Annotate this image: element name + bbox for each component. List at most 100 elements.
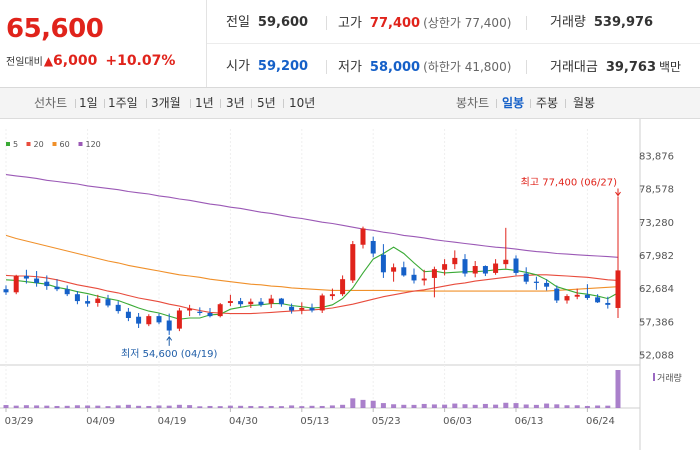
candle-body (493, 263, 499, 273)
volume-bar (309, 405, 315, 408)
grid (0, 119, 641, 450)
divider (496, 99, 497, 108)
candle-body (146, 316, 152, 325)
candle-body (574, 294, 580, 297)
upper-limit: (상한가 77,400) (423, 16, 512, 30)
candle-body (227, 301, 233, 303)
amount-unit: 백만 (659, 60, 682, 74)
candle-body (462, 259, 468, 274)
amount-cell: 거래대금 39,763 백만 (550, 53, 681, 81)
low-annotation: 최저 54,600 (04/19) (121, 348, 217, 360)
candle-body (136, 316, 142, 324)
line-chart-label: 선차트 (34, 96, 68, 110)
change-row: 전일대비▲6,000 +10.07% (6, 53, 175, 69)
divider (526, 60, 527, 74)
volume-bar (74, 405, 80, 408)
divider (190, 99, 191, 108)
low-arrow-icon (166, 336, 173, 346)
volume-bar (401, 404, 407, 408)
candle-body (401, 267, 407, 276)
volume-bar (299, 406, 305, 408)
period-1y[interactable]: 1년 (195, 96, 214, 110)
volume-bar (115, 405, 121, 408)
candle-body (238, 301, 244, 305)
x-tick-label: 05/23 (372, 416, 401, 427)
prev-close-cell: 전일 59,600 (226, 9, 308, 37)
volume-bar (258, 406, 264, 408)
volume-legend-swatch (653, 373, 655, 381)
candle-body (319, 295, 325, 311)
x-tick-label: 04/30 (229, 416, 258, 427)
volume-bar (136, 405, 142, 408)
candle-body (431, 269, 437, 278)
x-tick-label: 06/24 (586, 416, 615, 427)
legend-label: 60 (60, 140, 70, 149)
candle-body (166, 320, 172, 331)
candle-body (34, 278, 40, 283)
y-tick-label: 83,876 (639, 152, 674, 163)
volume-bar (605, 405, 611, 408)
legend-label: 20 (34, 140, 44, 149)
y-tick-label: 52,088 (639, 351, 674, 362)
candle-body (105, 299, 111, 306)
candle-body (248, 301, 254, 305)
candle-body (421, 278, 427, 281)
candle-body (564, 296, 570, 301)
volume-bar (268, 405, 274, 408)
candle-body (23, 276, 29, 279)
volume-bar (340, 404, 346, 408)
volume-bar (533, 404, 539, 408)
volume-bar (289, 405, 295, 408)
candle-body (360, 228, 366, 245)
period-1d[interactable]: 1일 (79, 96, 98, 110)
candle-body (544, 282, 550, 287)
candle-monthly[interactable]: 월봉 (573, 96, 596, 110)
candle-body (207, 312, 213, 317)
candle-body (391, 267, 397, 272)
divider (104, 99, 105, 108)
volume-label: 거래량 (550, 15, 586, 30)
axes: 83,876 78,578 73,280 67,982 62,684 57,386 52,0… (5, 152, 674, 428)
volume-bar (13, 405, 19, 408)
volume-bar (544, 403, 550, 408)
x-tick-label: 04/19 (158, 416, 187, 427)
high-annotation: 최고 77,400 (06/27) (521, 177, 617, 189)
candle-body (329, 294, 335, 297)
open-cell: 시가 59,200 (226, 53, 308, 81)
legend-swatch (6, 142, 10, 146)
period-10y[interactable]: 10년 (289, 96, 316, 110)
volume-bar (615, 370, 621, 408)
x-tick-label: 06/13 (515, 416, 544, 427)
low-cell: 저가 58,000 (하한가 41,800) (338, 53, 511, 81)
legend-label: 120 (86, 140, 101, 149)
volume-bar (411, 404, 417, 408)
candle-body (217, 304, 223, 317)
period-3y[interactable]: 3년 (226, 96, 245, 110)
volume-bar (523, 404, 529, 408)
volume-bar (95, 405, 101, 408)
volume-bar (350, 398, 356, 408)
period-3m[interactable]: 3개월 (151, 96, 181, 110)
x-tick-label: 04/09 (86, 416, 115, 427)
candle-body (503, 259, 509, 265)
candle-daily[interactable]: 일봉 (502, 96, 525, 110)
divider (220, 99, 221, 108)
low-value: 58,000 (369, 60, 421, 75)
volume-bar (166, 405, 172, 408)
volume-bar (125, 404, 131, 408)
volume-bar (238, 405, 244, 408)
high-label: 고가 (338, 16, 362, 31)
period-1w[interactable]: 1주일 (108, 96, 138, 110)
period-5y[interactable]: 5년 (257, 96, 276, 110)
high-value: 77,400 (369, 16, 421, 31)
change-percent: +10.07% (105, 53, 176, 69)
divider (146, 99, 147, 108)
volume-bar (227, 405, 233, 408)
candle-weekly[interactable]: 주봉 (536, 96, 559, 110)
volume-bars: 거래량 (3, 370, 682, 408)
volume-bar (574, 405, 580, 408)
volume-bar (3, 405, 9, 408)
candle-body (605, 302, 611, 305)
candle-body (595, 297, 601, 303)
volume-bar (554, 404, 560, 408)
